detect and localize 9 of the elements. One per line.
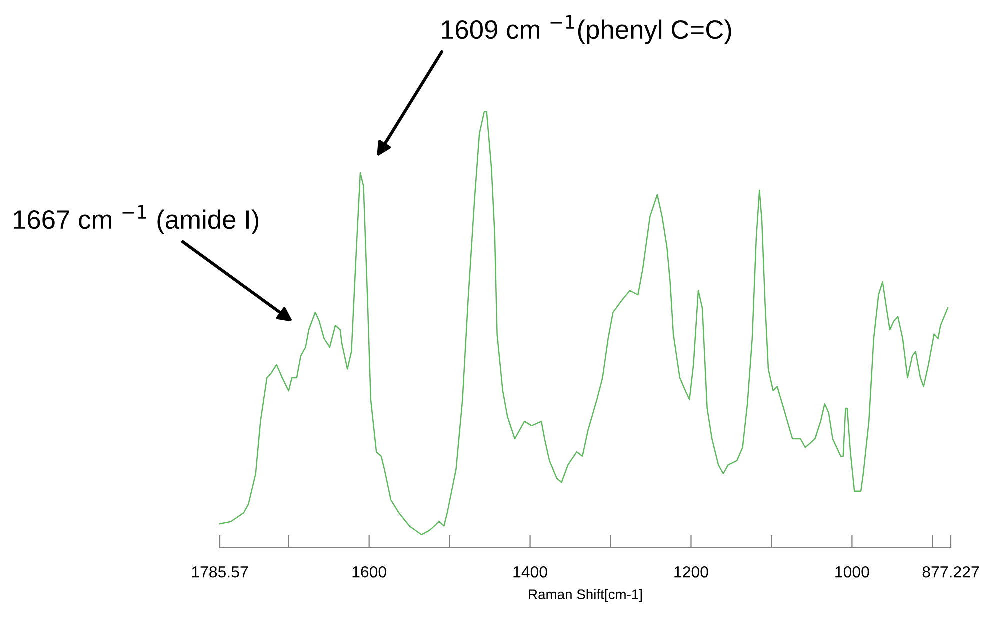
- x-tick-label: 1000: [836, 566, 870, 578]
- x-tick-label: 1785.57: [192, 566, 248, 578]
- text: 1609 cm $^{−1}$(phenyl C=C): [442, 15, 732, 44]
- x-tick-label: 1600: [352, 566, 386, 578]
- annotation: 1667 cm $^{−1}$ (amide I): [14, 205, 259, 234]
- x-axis-title: Raman Shift[cm-1]: [529, 589, 642, 602]
- x-tick-label: 1400: [514, 566, 548, 578]
- x-tick-label: 1200: [674, 566, 708, 578]
- x-tick-label: 877.227: [922, 566, 980, 578]
